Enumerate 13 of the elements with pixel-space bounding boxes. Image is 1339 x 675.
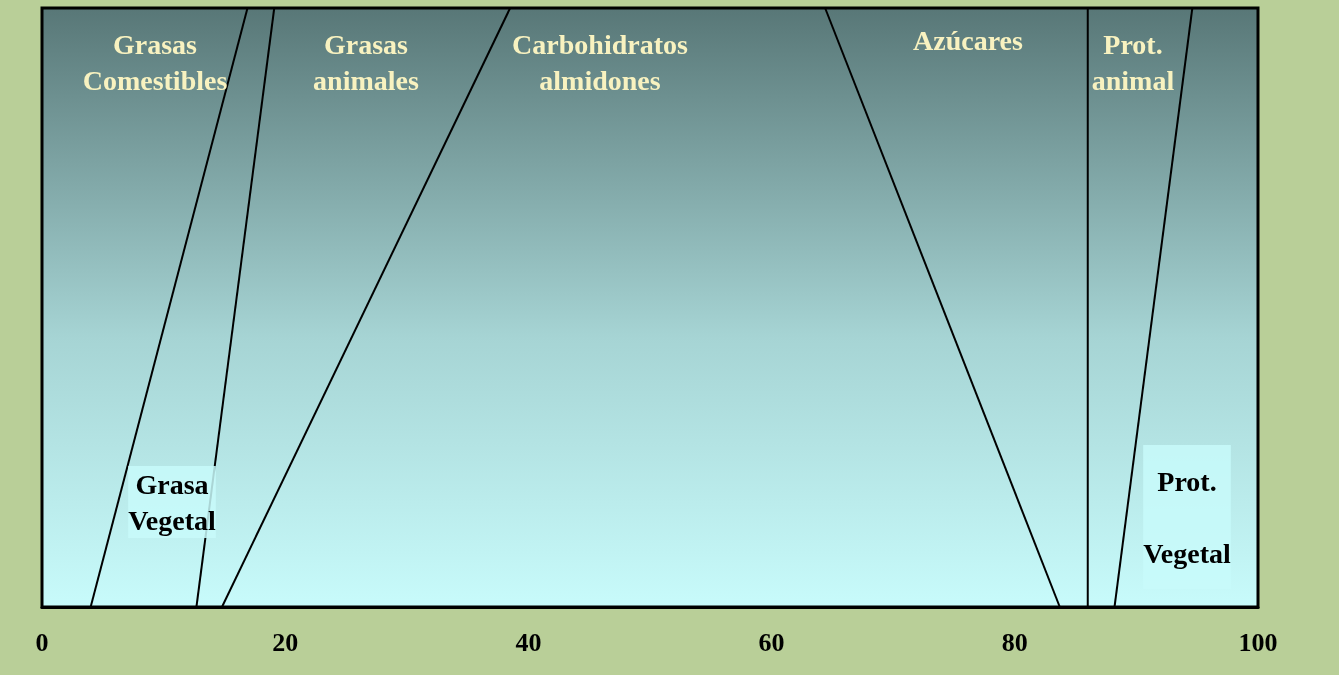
text: Prot. Vegetal xyxy=(1143,465,1231,569)
annotation: Azúcares xyxy=(913,24,1024,56)
annotation: Grasa Vegetal xyxy=(128,468,217,536)
annotation: Grasas Comestibles xyxy=(82,28,228,96)
x-tick-label: 80 xyxy=(1001,627,1028,657)
x-tick-label: 20 xyxy=(272,627,299,657)
x-tick-label: 100 xyxy=(1238,627,1278,657)
x-tick-label: 40 xyxy=(515,627,542,657)
annotation: Carbohidratos almidones xyxy=(512,28,688,96)
annotation: Prot. animal xyxy=(1091,28,1175,96)
annotation: Grasas animales xyxy=(313,28,419,96)
x-tick-label: 60 xyxy=(758,627,785,657)
x-tick-label: 0 xyxy=(35,627,49,657)
